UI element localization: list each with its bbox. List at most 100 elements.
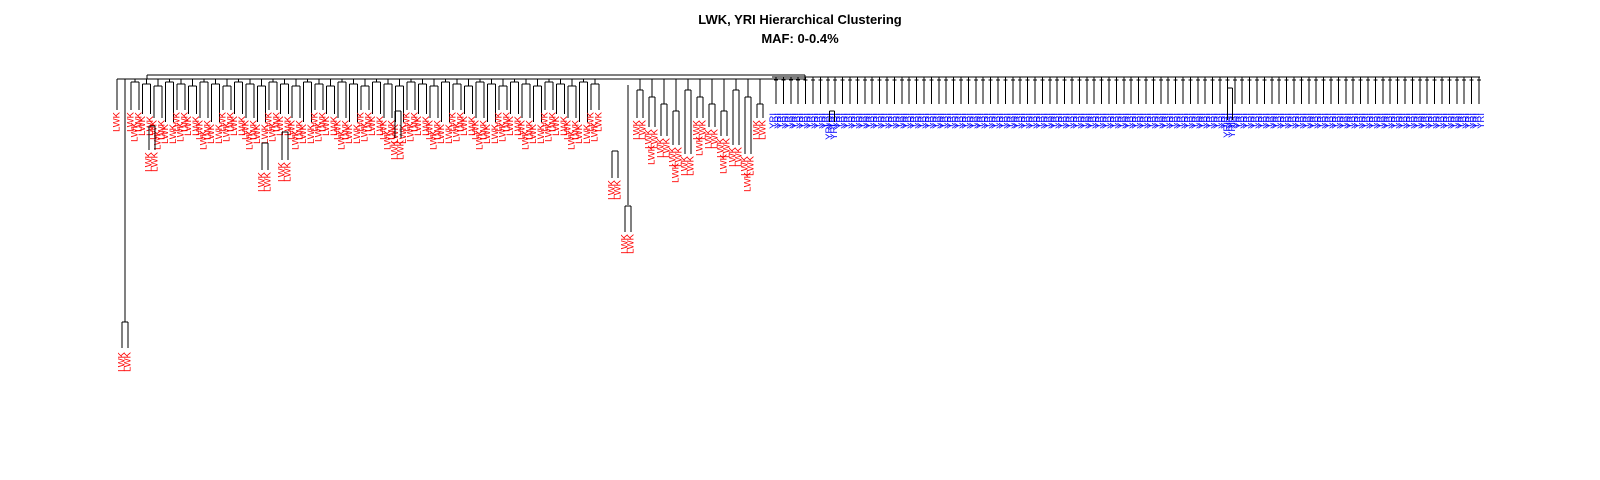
yri-leaf-label: YRI [1286, 113, 1297, 129]
yri-leaf-label: YRI [1387, 113, 1398, 129]
yri-leaf-label: YRI [1427, 113, 1438, 129]
yri-leaf-label: YRI [1402, 113, 1413, 129]
yri-leaf-label: YRI [1358, 113, 1369, 129]
lwk-leaf-label: LWK [168, 123, 179, 144]
yri-leaf-label: YRI [990, 113, 1001, 129]
yri-leaf-label: YRI [1143, 113, 1154, 129]
lwk-leaf-label: LWK [421, 115, 432, 136]
yri-leaf-label: YRI [1471, 113, 1482, 129]
lwk-leaf-label: LWK [671, 162, 682, 183]
lwk-leaf-label: LWK [310, 111, 321, 132]
lwk-leaf-label: LWK [444, 123, 455, 144]
yri-leaf-label: YRI [1131, 113, 1142, 129]
lwk-leaf-label: LWK [746, 155, 757, 176]
lwk-leaf-label: LWK [249, 119, 260, 140]
yri-leaf-label: YRI [958, 113, 969, 129]
lwk-leaf-label: LWK [567, 129, 578, 150]
yri-leaf-label: YRI [1049, 113, 1060, 129]
yri-leaf-label: YRI [1094, 113, 1105, 129]
lwk-leaf-label: LWK [337, 129, 348, 150]
yri-leaf-label: YRI [1222, 122, 1233, 138]
yri-leaf-label: YRI [768, 113, 779, 129]
lwk-leaf-label: LWK [413, 115, 424, 136]
lwk-leaf-label: LWK [459, 115, 470, 136]
lwk-leaf-label: LWK [456, 111, 467, 132]
lwk-leaf-label: LWK [719, 153, 730, 174]
lwk-leaf-label: LWK [387, 119, 398, 140]
lwk-leaf-label: LWK [226, 111, 237, 132]
lwk-leaf-label: LWK [321, 115, 332, 136]
yri-leaf-label: YRI [1195, 113, 1206, 129]
lwk-leaf-label: LWK [482, 123, 493, 144]
yri-leaf-label: YRI [810, 113, 821, 129]
lwk-leaf-label: LWK [237, 115, 248, 136]
lwk-leaf-label: LWK [150, 151, 161, 172]
yri-leaf-label: YRI [943, 113, 954, 129]
lwk-leaf-label: LWK [341, 119, 352, 140]
yri-leaf-label: YRI [1101, 113, 1112, 129]
yri-leaf-label: YRI [862, 113, 873, 129]
yri-leaf-label: YRI [1439, 113, 1450, 129]
yri-leaf-label: YRI [1182, 113, 1193, 129]
yri-leaf-label: YRI [1395, 113, 1406, 129]
lwk-leaf-label: LWK [743, 171, 754, 192]
yri-leaf-label: YRI [1153, 113, 1164, 129]
lwk-leaf-label: LWK [117, 351, 128, 372]
lwk-leaf-label: LWK [206, 123, 217, 144]
yri-leaf-label: YRI [938, 113, 949, 129]
yri-leaf-label: YRI [798, 113, 809, 129]
yri-leaf-label: YRI [1136, 113, 1147, 129]
yri-leaf-label: YRI [788, 113, 799, 129]
yri-leaf-label: YRI [1032, 113, 1043, 129]
lwk-leaf-label: LWK [674, 146, 685, 167]
yri-leaf-label: YRI [1382, 113, 1393, 129]
lwk-leaf-label: LWK [291, 129, 302, 150]
yri-leaf-label: YRI [1293, 113, 1304, 129]
lwk-leaf-label: LWK [662, 137, 673, 158]
lwk-leaf-label: LWK [191, 115, 202, 136]
yri-leaf-label: YRI [1069, 113, 1080, 129]
lwk-leaf-label: LWK [752, 119, 763, 140]
lwk-leaf-label: LWK [571, 119, 582, 140]
lwk-leaf-label: LWK [734, 146, 745, 167]
lwk-leaf-label: LWK [134, 111, 145, 132]
yri-leaf-label: YRI [1219, 113, 1230, 129]
yri-leaf-label: YRI [1145, 113, 1156, 129]
lwk-leaf-label: LWK [502, 111, 513, 132]
lwk-leaf-label: LWK [329, 115, 340, 136]
lwk-leaf-label: LWK [728, 146, 739, 167]
lwk-leaf-label: LWK [277, 161, 288, 182]
yri-leaf-label: YRI [1084, 113, 1095, 129]
lwk-leaf-label: LWK [710, 128, 721, 149]
yri-leaf-label: YRI [1039, 113, 1050, 129]
yri-leaf-label: YRI [1417, 113, 1428, 129]
yri-leaf-label: YRI [1239, 113, 1250, 129]
yri-leaf-label: YRI [1316, 113, 1327, 129]
lwk-leaf-label: LWK [272, 111, 283, 132]
yri-leaf-label: YRI [1197, 113, 1208, 129]
lwk-leaf-label: LWK [644, 128, 655, 149]
yri-leaf-label: YRI [1017, 113, 1028, 129]
yri-leaf-label: YRI [1264, 113, 1275, 129]
yri-leaf-label: YRI [817, 113, 828, 129]
yri-leaf-label: YRI [1456, 113, 1467, 129]
yri-leaf-label: YRI [864, 113, 875, 129]
lwk-leaf-label: LWK [479, 119, 490, 140]
yri-leaf-label: YRI [1113, 113, 1124, 129]
yri-leaf-label: YRI [1335, 113, 1346, 129]
lwk-leaf-label: LWK [222, 121, 233, 142]
yri-leaf-label: YRI [980, 113, 991, 129]
yri-leaf-label: YRI [869, 113, 880, 129]
lwk-leaf-label: LWK [367, 115, 378, 136]
lwk-leaf-label: LWK [436, 123, 447, 144]
yri-leaf-label: YRI [1175, 113, 1186, 129]
lwk-leaf-label: LWK [680, 155, 691, 176]
lwk-leaf-label: LWK [590, 121, 601, 142]
yri-leaf-label: YRI [1375, 113, 1386, 129]
yri-leaf-label: YRI [1062, 113, 1073, 129]
yri-leaf-label: YRI [1432, 113, 1443, 129]
yri-leaf-label: YRI [879, 113, 890, 129]
lwk-leaf-label: LWK [283, 161, 294, 182]
yri-leaf-label: YRI [886, 113, 897, 129]
yri-leaf-label: YRI [916, 113, 927, 129]
